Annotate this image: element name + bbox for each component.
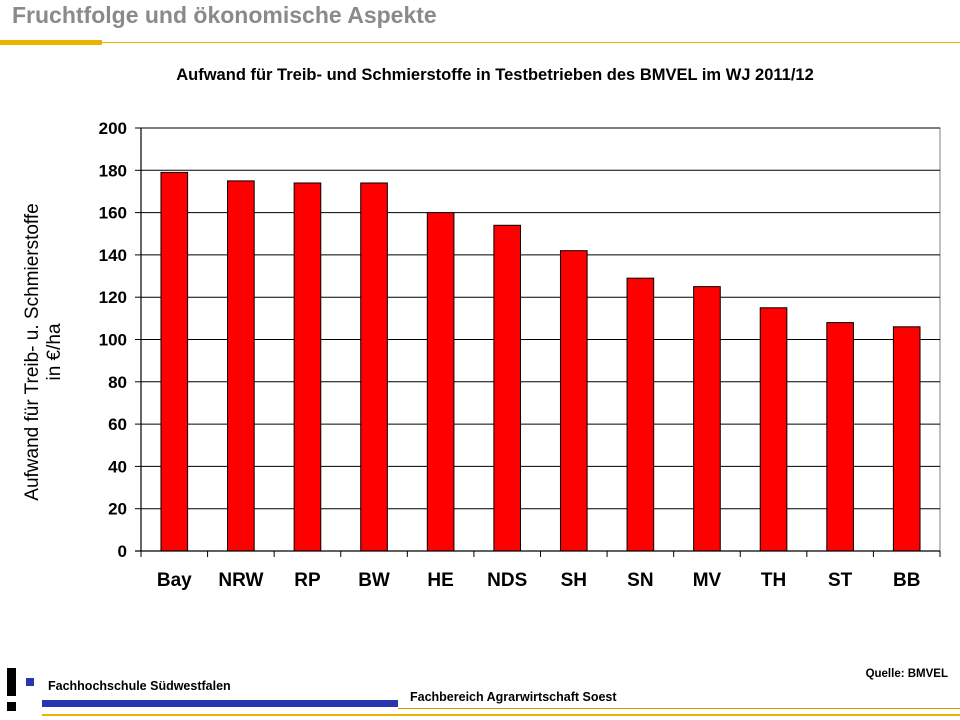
footer-divider-line xyxy=(398,708,960,709)
bar-mv xyxy=(693,286,721,552)
source-note: Quelle: BMVEL xyxy=(865,668,948,680)
y-tick-label: 0 xyxy=(118,542,127,561)
y-axis-label: Aufwand für Treib- u. Schmierstoffe in €… xyxy=(22,152,66,552)
y-axis-label-line2: in €/ha xyxy=(44,323,65,381)
y-tick-label: 60 xyxy=(108,415,127,434)
x-tick-label: NDS xyxy=(487,570,527,591)
y-tick-label: 140 xyxy=(99,246,127,265)
x-tick-label: BW xyxy=(358,570,390,591)
axis-layer xyxy=(135,127,941,557)
bar-th xyxy=(759,307,788,552)
y-tick-label: 160 xyxy=(99,204,127,223)
bar-nds xyxy=(493,224,522,552)
y-tick-label: 40 xyxy=(108,457,127,476)
department-name: Fachbereich Agrarwirtschaft Soest xyxy=(410,690,617,704)
slide-title: Fruchtfolge und ökonomische Aspekte xyxy=(12,2,437,28)
school-name: Fachhochschule Südwestfalen xyxy=(48,679,231,693)
y-tick-label: 120 xyxy=(99,288,127,307)
x-tick-label: HE xyxy=(427,570,453,591)
y-tick-label: 100 xyxy=(99,331,127,350)
y-tick-label: 180 xyxy=(99,161,127,180)
x-tick-label: NRW xyxy=(218,570,263,591)
grid-layer xyxy=(140,127,941,552)
x-tick-label: SN xyxy=(627,570,653,591)
y-tick-label: 20 xyxy=(108,500,127,519)
bar-nrw xyxy=(227,180,255,552)
bar-bw xyxy=(360,182,388,552)
y-tick-label: 80 xyxy=(108,373,127,392)
bar-sn xyxy=(626,277,655,552)
bar-sh xyxy=(559,250,588,552)
bars-layer xyxy=(160,171,921,552)
y-tick-label: 200 xyxy=(99,119,127,138)
bar-he xyxy=(426,212,455,552)
bar-bb xyxy=(892,326,921,552)
bar-bay xyxy=(160,171,189,552)
exclamation-logo-icon xyxy=(7,668,34,711)
chart-title: Aufwand für Treib- und Schmierstoffe in … xyxy=(176,66,814,84)
x-tick-label: SH xyxy=(561,570,587,591)
title-divider-line xyxy=(102,42,960,43)
x-tick-label: Bay xyxy=(157,570,192,591)
x-tick-label: ST xyxy=(828,570,853,591)
bar-st xyxy=(826,322,854,552)
x-tick-label: RP xyxy=(294,570,321,591)
y-axis-label-line1: Aufwand für Treib- u. Schmierstoffe xyxy=(22,203,43,501)
footer-yellow-line xyxy=(42,714,960,716)
x-tick-label: TH xyxy=(761,570,786,591)
labels-layer: 0 20 40 60 80 100 120 140 160 180 200 Bay NRW RP BW HE N… xyxy=(99,119,921,591)
title-accent-bar xyxy=(0,40,102,45)
x-tick-label: MV xyxy=(693,570,722,591)
x-tick-label: BB xyxy=(893,570,920,591)
bar-rp xyxy=(293,182,322,552)
footer-blue-bar xyxy=(42,700,398,707)
